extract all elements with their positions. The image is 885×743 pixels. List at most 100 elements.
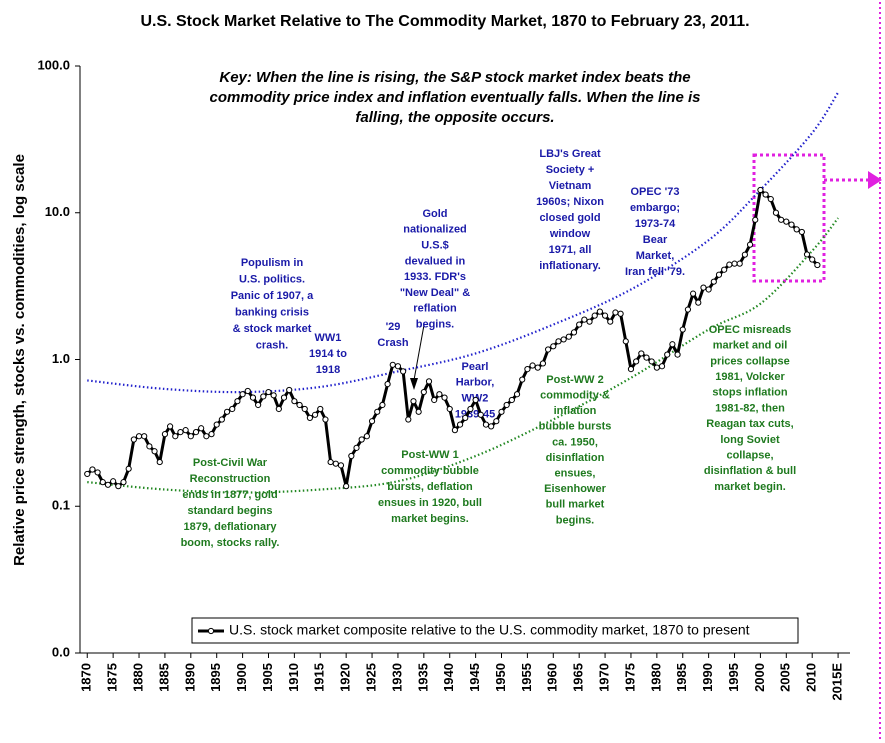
data-point bbox=[374, 408, 381, 415]
annotation-text: ensues in 1920, bull bbox=[378, 497, 482, 509]
annotation-text: embargo; bbox=[630, 202, 680, 214]
annotation-text: 1971, all bbox=[549, 244, 592, 256]
data-point bbox=[493, 418, 500, 425]
data-point bbox=[420, 388, 427, 396]
data-point bbox=[581, 316, 588, 323]
annotation-text: 1918 bbox=[316, 364, 340, 376]
data-point bbox=[286, 386, 293, 394]
x-tick-label: 1880 bbox=[130, 663, 145, 692]
y-tick-label: 0.1 bbox=[52, 498, 70, 513]
data-point bbox=[488, 423, 495, 430]
data-point bbox=[182, 427, 189, 434]
data-point bbox=[664, 351, 671, 358]
data-point bbox=[643, 354, 650, 361]
data-point bbox=[705, 286, 712, 293]
data-point bbox=[332, 460, 339, 467]
data-point bbox=[684, 306, 692, 313]
data-point bbox=[783, 218, 790, 225]
data-point bbox=[814, 261, 821, 269]
data-point bbox=[752, 216, 759, 223]
data-point bbox=[545, 346, 552, 353]
data-point bbox=[524, 366, 531, 373]
x-tick-label: 1870 bbox=[79, 663, 94, 692]
annotation-text: LBJ's Great bbox=[539, 148, 601, 160]
annotation-text: U.S. politics. bbox=[239, 273, 305, 285]
annotation-text: begins. bbox=[556, 514, 595, 526]
annotation-text: 1960s; Nixon bbox=[536, 196, 604, 208]
data-point bbox=[177, 429, 184, 436]
data-point bbox=[415, 408, 422, 415]
data-point bbox=[135, 433, 143, 440]
annotation-text: commodity bubble bbox=[381, 465, 479, 477]
data-point bbox=[778, 216, 785, 223]
data-point bbox=[757, 186, 764, 194]
data-point bbox=[223, 408, 231, 415]
data-point bbox=[570, 329, 578, 336]
data-point bbox=[327, 458, 334, 466]
data-point bbox=[296, 401, 303, 409]
trend-line bbox=[87, 217, 839, 494]
annotation-text: banking crisis bbox=[235, 306, 309, 318]
data-point bbox=[151, 448, 158, 455]
annotation-text: commodity & bbox=[540, 390, 610, 402]
data-point bbox=[208, 431, 215, 438]
data-point bbox=[617, 310, 624, 317]
x-tick-label: 1895 bbox=[208, 663, 223, 692]
data-point bbox=[425, 378, 433, 385]
data-point bbox=[156, 458, 163, 466]
annotation-text: reflation bbox=[413, 303, 457, 315]
data-point bbox=[467, 405, 474, 413]
data-point bbox=[658, 363, 666, 370]
annotation-text: Iran fell '79. bbox=[625, 266, 685, 278]
data-point bbox=[368, 418, 376, 425]
annotation-text: ca. 1950, bbox=[552, 436, 598, 448]
data-point bbox=[94, 469, 101, 476]
annotation-text: Post-WW 2 bbox=[546, 374, 603, 386]
data-point bbox=[560, 336, 567, 343]
x-tick-label: 2015E bbox=[830, 663, 845, 701]
annotation-text: 1933. FDR's bbox=[404, 271, 466, 283]
data-point bbox=[172, 433, 179, 440]
data-point bbox=[648, 358, 655, 365]
annotation-text: nationalized bbox=[403, 224, 467, 236]
data-point bbox=[389, 361, 396, 368]
annotation-text: inflationary. bbox=[539, 260, 601, 272]
data-point bbox=[239, 391, 246, 398]
data-point bbox=[809, 256, 816, 263]
data-point bbox=[586, 318, 593, 325]
data-point bbox=[280, 394, 288, 401]
annotation-text: disinflation bbox=[546, 452, 605, 464]
data-point bbox=[99, 479, 106, 486]
data-point bbox=[508, 396, 515, 404]
data-point bbox=[674, 351, 681, 358]
annotation-text: Panic of 1907, a bbox=[231, 290, 314, 302]
data-point bbox=[451, 427, 459, 434]
annotation-text: Eisenhower bbox=[544, 483, 606, 495]
annotation-text: Post-Civil War bbox=[193, 457, 268, 469]
annotation-text: ends in 1877, gold bbox=[182, 489, 277, 501]
chart-title: U.S. Stock Market Relative to The Commod… bbox=[140, 13, 749, 30]
annotation-text: "New Deal" & bbox=[400, 287, 470, 299]
data-point bbox=[192, 429, 200, 436]
data-point bbox=[762, 191, 769, 198]
x-tick-label: 1985 bbox=[674, 663, 689, 692]
annotation-text: Society + bbox=[546, 164, 595, 176]
data-point bbox=[213, 421, 220, 428]
data-point bbox=[125, 465, 132, 472]
data-point bbox=[591, 312, 598, 319]
annotation-text: OPEC misreads bbox=[709, 324, 792, 336]
data-point bbox=[229, 405, 236, 413]
annotation-text: 1973-74 bbox=[635, 218, 676, 230]
data-point bbox=[539, 360, 547, 367]
pointer-head bbox=[410, 378, 418, 390]
data-point bbox=[260, 393, 267, 400]
annotation-text: 1879, deflationary bbox=[184, 521, 278, 533]
data-point bbox=[104, 481, 112, 488]
data-point bbox=[529, 362, 536, 369]
annotation-text: closed gold bbox=[539, 212, 600, 224]
y-axis-label: Relative price strength, stocks vs. comm… bbox=[11, 154, 28, 566]
annotation-text: market begins. bbox=[391, 513, 469, 525]
data-point bbox=[746, 241, 754, 248]
data-point bbox=[679, 326, 686, 333]
data-point bbox=[482, 421, 490, 428]
